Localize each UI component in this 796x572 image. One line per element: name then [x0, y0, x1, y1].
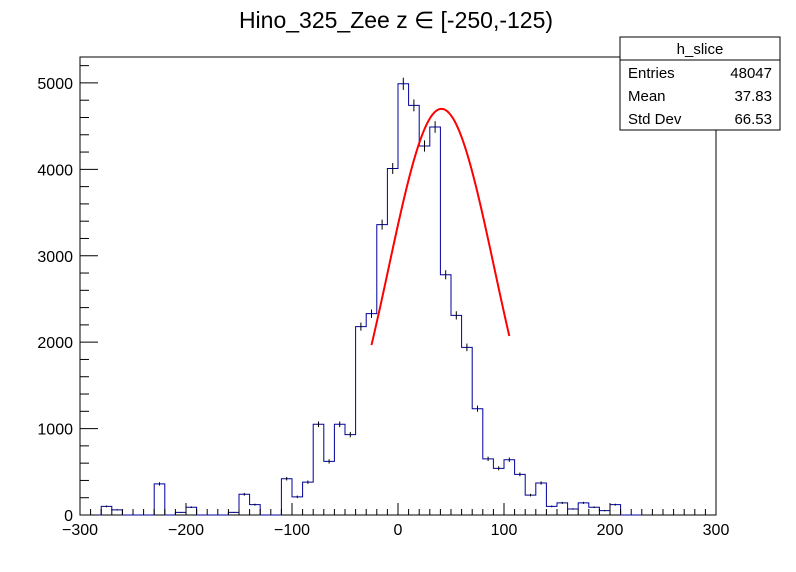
histogram-bins — [90, 77, 642, 516]
x-tick-label: 200 — [597, 522, 624, 539]
stats-entries-label: Entries — [628, 65, 675, 82]
x-tick-label: −200 — [168, 522, 204, 539]
stats-stddev-label: Std Dev — [628, 111, 682, 128]
stats-box: h_slice Entries 48047 Mean 37.83 Std Dev… — [619, 36, 781, 131]
x-tick-label: −300 — [62, 522, 98, 539]
x-tick-label: −100 — [274, 522, 310, 539]
x-tick-label: 300 — [703, 522, 730, 539]
x-axis: −300 −200 −100 0 100 200 300 — [62, 503, 729, 539]
gaussian-fit-curve — [370, 107, 511, 346]
x-tick-label: 0 — [394, 522, 403, 539]
stats-box-frame — [619, 36, 781, 131]
y-tick-label: 0 — [64, 508, 73, 525]
stats-entries-value: 48047 — [730, 65, 772, 82]
y-tick-label: 4000 — [37, 162, 73, 179]
stats-stddev-value: 66.53 — [734, 111, 772, 128]
y-tick-label: 5000 — [37, 76, 73, 93]
stats-box-title: h_slice — [677, 41, 724, 58]
y-tick-label: 1000 — [37, 422, 73, 439]
histogram-outline — [90, 83, 642, 516]
y-axis: 0 1000 2000 3000 4000 5000 — [37, 65, 98, 525]
y-tick-label: 2000 — [37, 335, 73, 352]
y-tick-label: 3000 — [37, 249, 73, 266]
stats-mean-label: Mean — [628, 88, 666, 105]
x-tick-label: 100 — [491, 522, 518, 539]
chart-title: Hino_325_Zee z ∈ [-250,-125) — [239, 7, 553, 33]
stats-mean-value: 37.83 — [734, 88, 772, 105]
